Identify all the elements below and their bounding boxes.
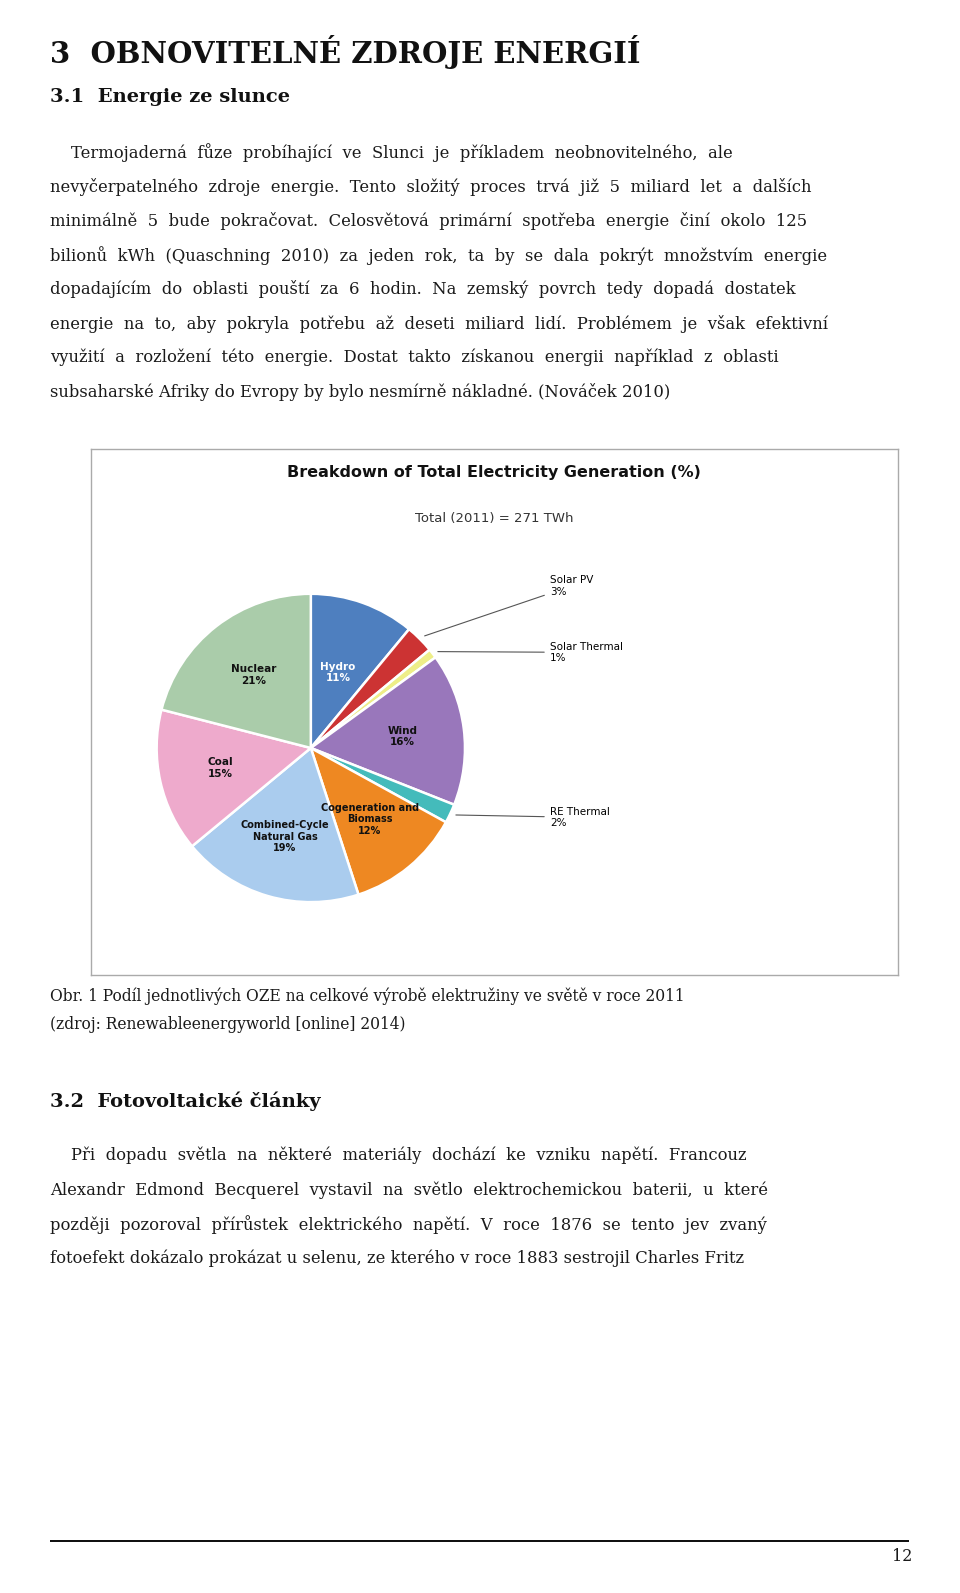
Text: 3.2  Fotovoltaické články: 3.2 Fotovoltaické články — [50, 1091, 321, 1110]
Wedge shape — [311, 658, 465, 804]
Text: Alexandr  Edmond  Becquerel  vystavil  na  světlo  elektrochemickou  baterii,  u: Alexandr Edmond Becquerel vystavil na sv… — [50, 1182, 768, 1198]
Text: Total (2011) = 271 TWh: Total (2011) = 271 TWh — [415, 513, 574, 526]
Text: Nuclear
21%: Nuclear 21% — [231, 664, 276, 685]
Text: minimálně  5  bude  pokračovat.  Celosvětová  primární  spotřeba  energie  činí : minimálně 5 bude pokračovat. Celosvětová… — [50, 212, 807, 229]
Text: dopadajícím  do  oblasti  pouští  za  6  hodin.  Na  zemský  povrch  tedy  dopad: dopadajícím do oblasti pouští za 6 hodin… — [50, 280, 796, 298]
Wedge shape — [311, 749, 454, 822]
Text: Coal
15%: Coal 15% — [207, 757, 233, 779]
Text: 3  OBNOVITELNÉ ZDROJE ENERGIÍ: 3 OBNOVITELNÉ ZDROJE ENERGIÍ — [50, 35, 640, 68]
Text: (zdroj: Renewableenergyworld [online] 2014): (zdroj: Renewableenergyworld [online] 20… — [50, 1016, 405, 1034]
Text: subsaharské Afriky do Evropy by bylo nesmírně nákladné. (Nováček 2010): subsaharské Afriky do Evropy by bylo nes… — [50, 382, 670, 401]
Text: 12: 12 — [892, 1548, 912, 1566]
Text: využití  a  rozložení  této  energie.  Dostat  takto  získanou  energii  napříkl: využití a rozložení této energie. Dostat… — [50, 349, 779, 366]
Text: Wind
16%: Wind 16% — [388, 725, 418, 747]
Text: bilionů  kWh  (Quaschning  2010)  za  jeden  rok,  ta  by  se  dala  pokrýt  mno: bilionů kWh (Quaschning 2010) za jeden r… — [50, 245, 828, 264]
Text: později  pozoroval  přírůstek  elektrického  napětí.  V  roce  1876  se  tento  : později pozoroval přírůstek elektrického… — [50, 1215, 767, 1235]
Wedge shape — [311, 749, 445, 895]
Text: Obr. 1 Podíl jednotlivých OZE na celkové výrobě elektružiny ve světě v roce 2011: Obr. 1 Podíl jednotlivých OZE na celkové… — [50, 988, 684, 1005]
Wedge shape — [311, 629, 430, 749]
Text: Hydro
11%: Hydro 11% — [321, 661, 355, 683]
Text: nevyčerpatelného  zdroje  energie.  Tento  složitý  proces  trvá  již  5  miliar: nevyčerpatelného zdroje energie. Tento s… — [50, 177, 811, 196]
Text: energie  na  to,  aby  pokryla  potřebu  až  deseti  miliard  lidí.  Problémem  : energie na to, aby pokryla potřebu až de… — [50, 315, 828, 333]
Text: 3.1  Energie ze slunce: 3.1 Energie ze slunce — [50, 88, 290, 105]
Wedge shape — [311, 594, 409, 749]
Text: Při  dopadu  světla  na  některé  materiály  dochází  ke  vzniku  napětí.  Franc: Při dopadu světla na některé materiály d… — [50, 1147, 747, 1164]
Text: Combined-Cycle
Natural Gas
19%: Combined-Cycle Natural Gas 19% — [241, 820, 329, 854]
Text: Breakdown of Total Electricity Generation (%): Breakdown of Total Electricity Generatio… — [287, 465, 702, 479]
Text: Solar Thermal
1%: Solar Thermal 1% — [438, 642, 623, 663]
Wedge shape — [192, 749, 358, 902]
Text: Cogeneration and
Biomass
12%: Cogeneration and Biomass 12% — [321, 803, 419, 836]
Text: Solar PV
3%: Solar PV 3% — [424, 575, 593, 636]
Text: Termojaderná  fůze  probíhající  ve  Slunci  je  příkladem  neobnovitelného,  al: Termojaderná fůze probíhající ve Slunci … — [50, 143, 732, 162]
Text: fotoefekt dokázalo prokázat u selenu, ze kterého v roce 1883 sestrojil Charles F: fotoefekt dokázalo prokázat u selenu, ze… — [50, 1249, 744, 1266]
Text: RE Thermal
2%: RE Thermal 2% — [456, 806, 610, 828]
Wedge shape — [156, 709, 311, 846]
Wedge shape — [161, 594, 311, 749]
Wedge shape — [311, 650, 436, 749]
